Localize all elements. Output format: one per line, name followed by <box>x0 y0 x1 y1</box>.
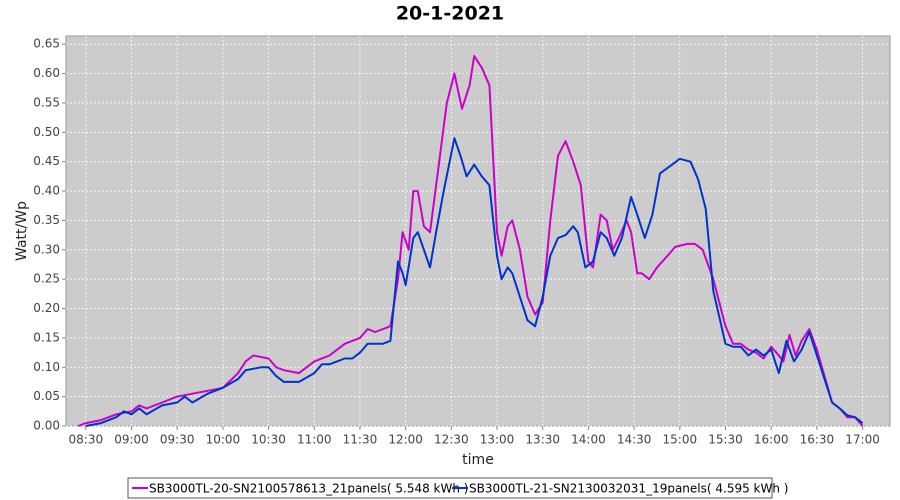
y-tick-label: 0.00 <box>33 419 60 433</box>
y-tick-label: 0.25 <box>33 272 60 286</box>
x-tick-label: 16:30 <box>800 433 835 447</box>
y-axis-label: Watt/Wp <box>14 201 30 261</box>
y-tick-label: 0.30 <box>33 242 60 256</box>
y-tick-label: 0.05 <box>33 389 60 403</box>
x-tick-label: 13:00 <box>480 433 515 447</box>
y-tick-label: 0.40 <box>33 184 60 198</box>
y-tick-label: 0.65 <box>33 37 60 51</box>
x-tick-label: 10:00 <box>206 433 241 447</box>
plot-area <box>65 35 891 427</box>
x-tick-label: 15:30 <box>708 433 743 447</box>
x-tick-label: 08:30 <box>69 433 104 447</box>
y-tick-label: 0.50 <box>33 125 60 139</box>
series-line <box>77 55 864 427</box>
y-tick-label: 0.60 <box>33 66 60 80</box>
x-tick-label: 12:00 <box>388 433 423 447</box>
x-tick-label: 14:30 <box>617 433 652 447</box>
y-tick-label: 0.10 <box>33 360 60 374</box>
y-tick-label: 0.35 <box>33 213 60 227</box>
x-tick-label: 17:00 <box>845 433 880 447</box>
x-tick-label: 12:30 <box>434 433 469 447</box>
x-tick-label: 15:00 <box>663 433 698 447</box>
y-tick-label: 0.45 <box>33 154 60 168</box>
y-tick-label: 0.15 <box>33 330 60 344</box>
x-tick-label: 09:00 <box>114 433 149 447</box>
chart-title: 20-1-2021 <box>396 3 504 25</box>
x-tick-label: 10:30 <box>251 433 286 447</box>
x-tick-label: 11:00 <box>297 433 332 447</box>
x-tick-label: 16:00 <box>754 433 789 447</box>
x-tick-label: 11:30 <box>343 433 378 447</box>
x-tick-label: 09:30 <box>160 433 195 447</box>
x-tick-label: 14:00 <box>571 433 606 447</box>
y-tick-label: 0.20 <box>33 301 60 315</box>
legend-label: SB3000TL-21-SN2130032031_19panels( 4.595… <box>469 482 788 496</box>
legend-label: SB3000TL-20-SN2100578613_21panels( 5.548… <box>149 482 468 496</box>
legend-box <box>127 477 773 499</box>
x-axis-label: time <box>462 452 494 468</box>
y-tick-label: 0.55 <box>33 95 60 109</box>
series-line <box>85 137 864 427</box>
x-tick-label: 13:30 <box>525 433 560 447</box>
